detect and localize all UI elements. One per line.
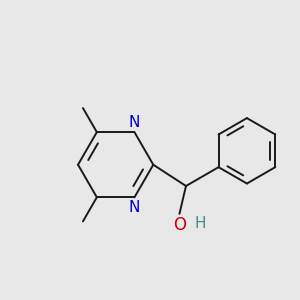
Text: H: H [194,216,206,231]
Text: N: N [129,200,140,215]
Text: N: N [129,115,140,130]
Text: O: O [173,216,186,234]
